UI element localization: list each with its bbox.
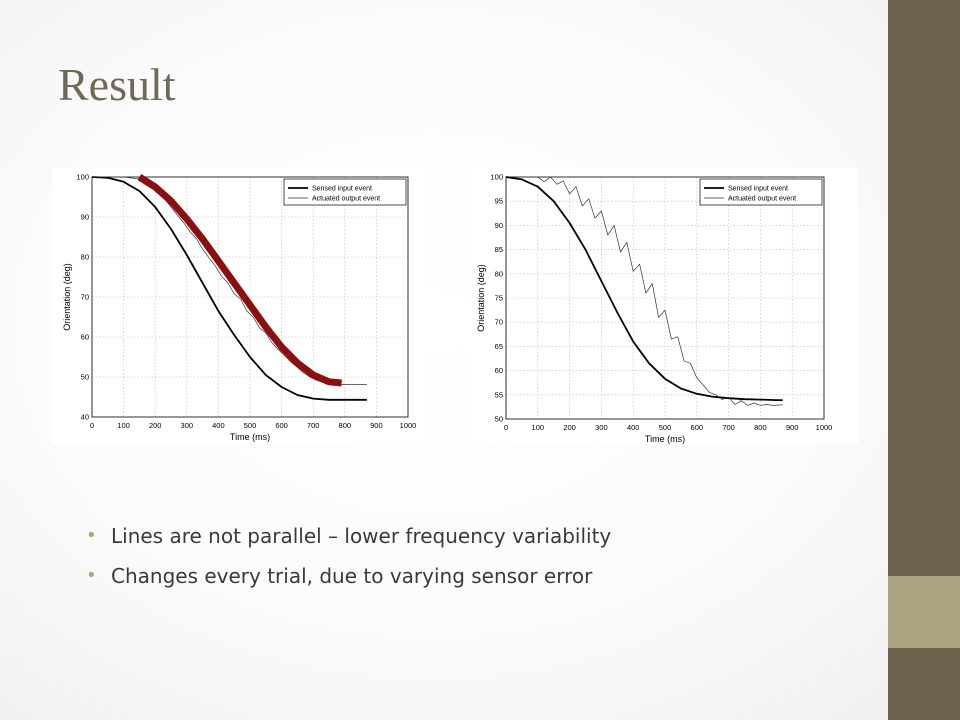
chart2-y-tick-label: 85 [495, 245, 503, 254]
bullet-item: • Changes every trial, due to varying sen… [86, 562, 611, 590]
chart2-x-tick-label: 500 [659, 423, 672, 432]
chart2-x-tick-label: 300 [595, 423, 608, 432]
chart1-legend-box [283, 178, 407, 206]
chart1-x-tick-label: 800 [339, 421, 352, 430]
chart1-y-tick-label: 100 [76, 173, 89, 182]
chart1-legend-label: Actuated output event [312, 196, 380, 203]
sidebar-dark-top [888, 0, 960, 576]
chart1-y-tick-label: 70 [81, 293, 89, 302]
chart2-series-line [505, 176, 783, 402]
chart2-plot-frame [505, 176, 825, 420]
chart1-legend-label: Sensed input event [312, 186, 372, 193]
chart2-legend-label: Actuated output event [728, 196, 796, 203]
chart1-x-axis-label: Time (ms) [230, 432, 270, 442]
chart2-y-tick-label: 60 [495, 366, 503, 375]
chart1-plot-frame [91, 176, 409, 418]
chart1-y-axis-label: Orientation (deg) [62, 263, 72, 331]
chart2-y-tick-label: 50 [495, 415, 503, 424]
chart2-x-tick-label: 700 [722, 423, 735, 432]
chart-left: 0 100 200 300 400 500 600 700 800 900 1000 40 50 60 70… [52, 168, 424, 444]
chart2-x-tick-label: 900 [786, 423, 799, 432]
chart2-x-tick-label: 800 [754, 423, 767, 432]
slide-title: Result [58, 59, 176, 110]
chart1-x-tick-label: 0 [90, 421, 94, 430]
chart1-x-tick-label: 700 [307, 421, 320, 430]
chart1-x-tick-label: 600 [275, 421, 288, 430]
chart2-x-tick-label: 400 [627, 423, 640, 432]
chart1-y-tick-label: 60 [81, 333, 89, 342]
chart2-x-tick-label: 100 [532, 423, 545, 432]
chart-right: 0 100 200 300 400 500 600 700 800 900 1000 50 55 60 65… [466, 168, 858, 444]
chart2-y-tick-label: 95 [495, 197, 503, 206]
bullet-item: • Lines are not parallel – lower frequenc… [86, 522, 611, 550]
chart2-x-tick-label: 1000 [816, 423, 833, 432]
bullet-dot-icon: • [86, 565, 97, 586]
sidebar-dark-bottom [888, 648, 960, 720]
chart1-x-tick-label: 900 [370, 421, 383, 430]
chart1-y-tick-label: 80 [81, 253, 89, 262]
chart2-y-tick-label: 55 [495, 390, 503, 399]
chart2-legend-label: Sensed input event [728, 186, 788, 193]
chart1-y-tick-label: 90 [81, 213, 89, 222]
chart1-x-tick-label: 1000 [400, 421, 417, 430]
chart2-x-tick-label: 600 [691, 423, 704, 432]
chart1-highlight-overlay [137, 174, 342, 387]
chart2-y-tick-label: 90 [495, 221, 503, 230]
chart1-x-tick-label: 500 [244, 421, 257, 430]
chart2-y-tick-label: 100 [490, 173, 503, 182]
chart2-y-tick-label: 80 [495, 269, 503, 278]
chart1-y-tick-label: 40 [81, 413, 89, 422]
bullet-list: • Lines are not parallel – lower frequenc… [86, 522, 611, 602]
bullet-text: Changes every trial, due to varying sens… [111, 564, 593, 588]
sidebar-accent-block [888, 576, 960, 648]
chart1-x-tick-label: 300 [181, 421, 194, 430]
chart2-series-line [537, 176, 783, 406]
chart2-x-tick-label: 200 [563, 423, 576, 432]
chart2-y-tick-label: 70 [495, 318, 503, 327]
chart1-x-tick-label: 100 [117, 421, 130, 430]
chart2-x-tick-label: 0 [504, 423, 508, 432]
chart2-y-tick-label: 75 [495, 294, 503, 303]
bullet-dot-icon: • [86, 525, 97, 546]
chart1-series-line [91, 176, 367, 401]
chart2-x-axis-label: Time (ms) [645, 434, 685, 444]
chart1-y-tick-label: 50 [81, 373, 89, 382]
chart2-y-axis-label: Orientation (deg) [476, 264, 486, 332]
chart2-y-tick-label: 65 [495, 342, 503, 351]
chart1-x-tick-label: 200 [149, 421, 162, 430]
bullet-text: Lines are not parallel – lower frequency… [111, 524, 612, 548]
chart2-legend-box [699, 178, 823, 206]
chart1-x-tick-label: 400 [212, 421, 225, 430]
